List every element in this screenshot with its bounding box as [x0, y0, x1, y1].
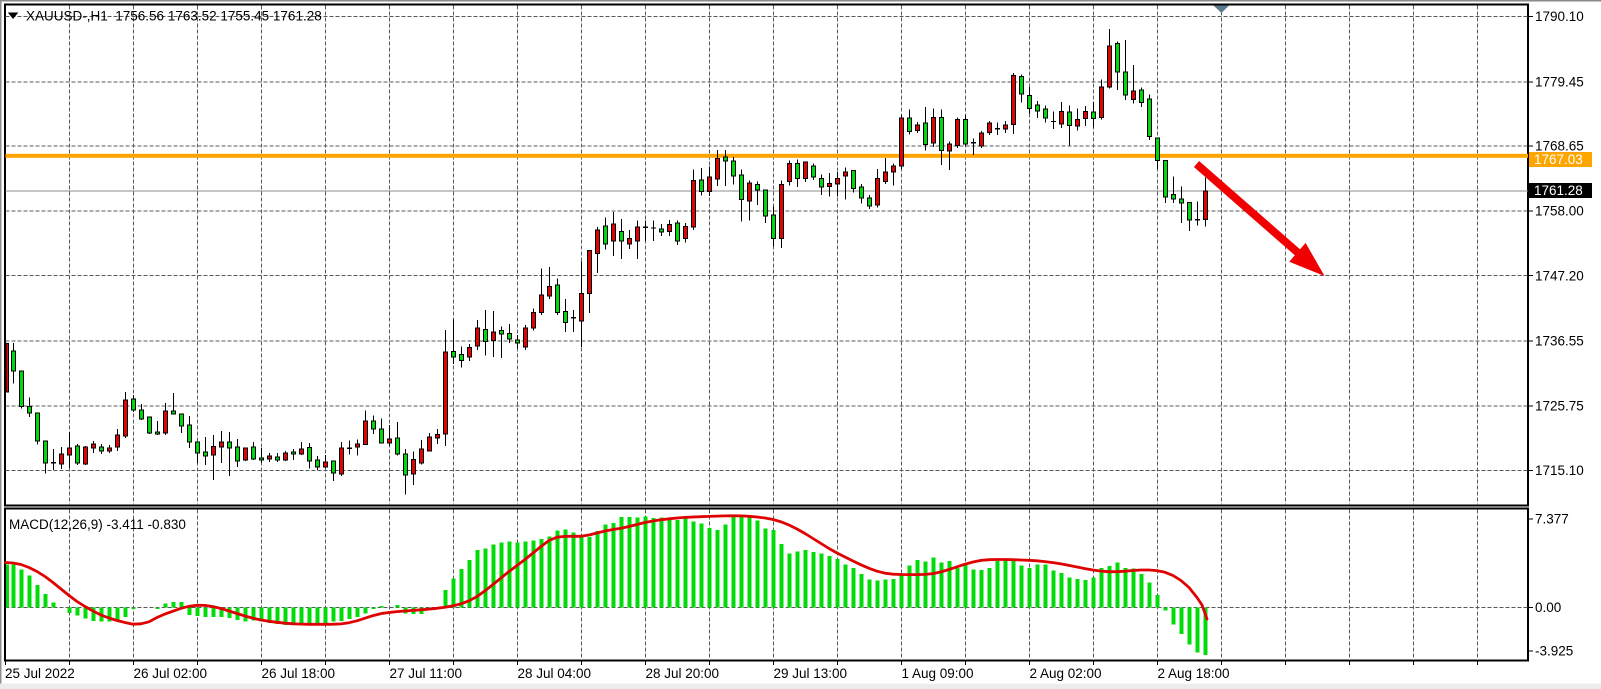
svg-text:25 Jul 2022: 25 Jul 2022 — [5, 666, 75, 681]
svg-text:1736.55: 1736.55 — [1535, 334, 1584, 349]
svg-text:1725.75: 1725.75 — [1535, 399, 1584, 414]
svg-text:28 Jul 04:00: 28 Jul 04:00 — [518, 666, 592, 681]
svg-text:1768.65: 1768.65 — [1535, 139, 1584, 154]
svg-text:2 Aug 02:00: 2 Aug 02:00 — [1030, 666, 1102, 681]
svg-text:28 Jul 20:00: 28 Jul 20:00 — [646, 666, 720, 681]
svg-text:MACD(12,26,9) -3.411 -0.830: MACD(12,26,9) -3.411 -0.830 — [9, 517, 186, 532]
svg-text:26 Jul 02:00: 26 Jul 02:00 — [134, 666, 208, 681]
svg-text:1779.45: 1779.45 — [1535, 75, 1584, 90]
svg-text:1761.28: 1761.28 — [1534, 183, 1583, 198]
svg-text:1767.03: 1767.03 — [1534, 152, 1583, 167]
svg-text:2 Aug 18:00: 2 Aug 18:00 — [1158, 666, 1230, 681]
svg-text:27 Jul 11:00: 27 Jul 11:00 — [390, 666, 463, 681]
svg-text:0.00: 0.00 — [1535, 600, 1561, 615]
svg-text:-3.925: -3.925 — [1535, 644, 1573, 659]
svg-text:XAUUSD-,H1 1756.56 1763.52 17: XAUUSD-,H1 1756.56 1763.52 1755.45 1761.… — [26, 9, 322, 24]
svg-text:1747.20: 1747.20 — [1535, 268, 1584, 283]
svg-text:1790.10: 1790.10 — [1535, 9, 1584, 24]
svg-text:1 Aug 09:00: 1 Aug 09:00 — [902, 666, 974, 681]
svg-text:29 Jul 13:00: 29 Jul 13:00 — [774, 666, 848, 681]
svg-text:1715.10: 1715.10 — [1535, 463, 1584, 478]
svg-text:1758.00: 1758.00 — [1535, 204, 1584, 219]
svg-text:26 Jul 18:00: 26 Jul 18:00 — [262, 666, 336, 681]
svg-text:7.377: 7.377 — [1535, 512, 1569, 527]
